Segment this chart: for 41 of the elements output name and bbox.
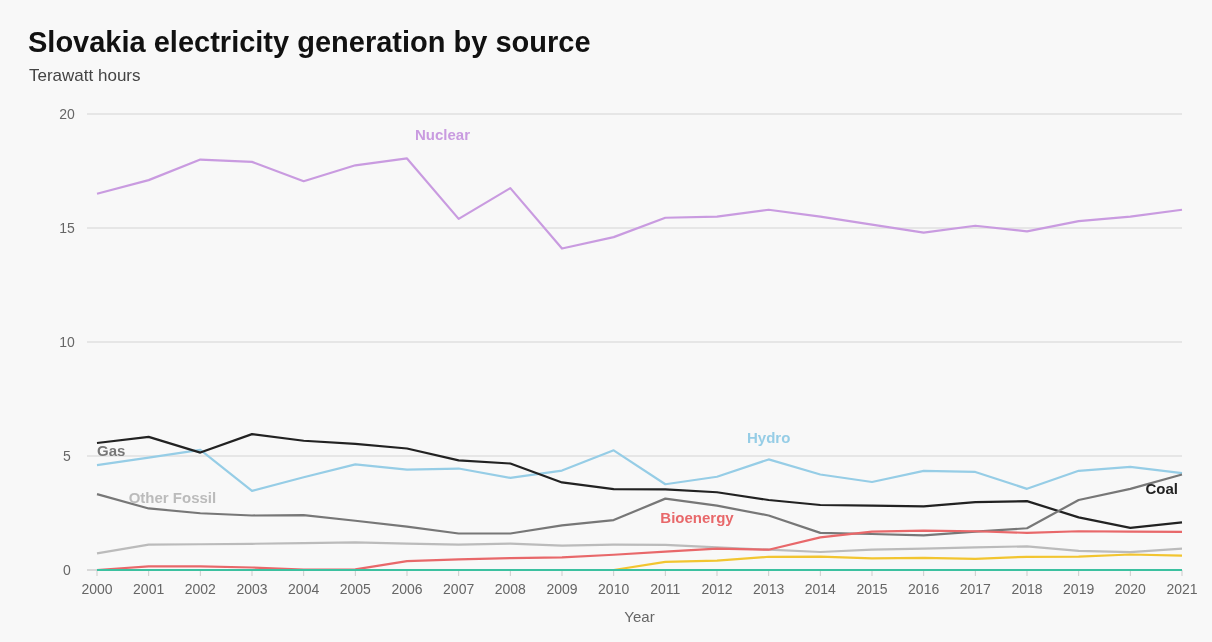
text: Gas — [97, 442, 126, 460]
x-tick-label: 2005 — [339, 581, 372, 597]
series-label: Hydro — [746, 429, 791, 447]
line-series — [95, 448, 1184, 492]
x-tick-label: 2003 — [236, 581, 268, 597]
x-tick-label: 2006 — [391, 581, 423, 597]
y-tick-label: 0 — [63, 562, 72, 578]
line-series — [95, 541, 1184, 555]
x-tick-label: 2010 — [598, 581, 630, 597]
x-tick-label: 2019 — [1063, 581, 1095, 597]
line-series — [95, 157, 1184, 250]
x-tick-label: 2012 — [701, 581, 733, 597]
line-series — [95, 473, 1184, 537]
x-tick-label: 2001 — [133, 581, 165, 597]
chart-title: Slovakia electricity generation by source — [28, 26, 591, 58]
x-tick-label: 2018 — [1011, 581, 1043, 597]
series-label: Coal — [1145, 480, 1178, 498]
series-label: Nuclear — [415, 126, 471, 144]
x-tick-label: 2015 — [856, 581, 888, 597]
x-tick-label: 2000 — [81, 581, 113, 597]
y-tick-label: 20 — [59, 106, 75, 122]
x-tick-label: 2011 — [650, 581, 681, 597]
x-tick-label: 2009 — [546, 581, 578, 597]
x-tick-label: 2013 — [753, 581, 785, 597]
y-tick-label: 5 — [63, 448, 72, 464]
x-tick-label: 2008 — [494, 581, 527, 597]
y-tick-label: 15 — [59, 220, 75, 236]
x-tick-label: 2002 — [184, 581, 217, 597]
x-tick-label: 2016 — [908, 581, 940, 597]
line-series — [95, 433, 1184, 529]
x-tick-label: 2021 — [1166, 581, 1198, 597]
y-tick-label: 10 — [59, 334, 75, 350]
x-tick-label: 2007 — [443, 581, 475, 597]
x-tick-label: 2014 — [804, 581, 837, 597]
x-tick-label: 2017 — [959, 581, 992, 597]
series-label: Bioenergy — [660, 508, 735, 526]
x-axis-title: Year — [624, 608, 655, 625]
text: Other Fossil — [128, 488, 217, 506]
x-tick-label: 2004 — [288, 581, 320, 597]
chart-subtitle: Terawatt hours — [29, 66, 141, 85]
x-tick-label: 2020 — [1114, 581, 1147, 597]
